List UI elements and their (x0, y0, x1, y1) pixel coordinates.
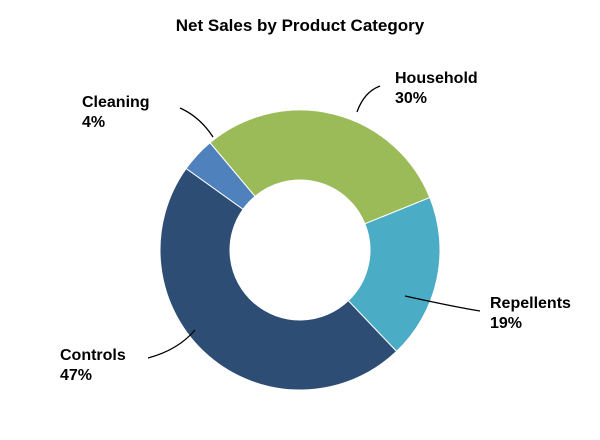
leader-line-cleaning (179, 107, 214, 138)
chart-title: Net Sales by Product Category (175, 16, 425, 35)
category-name-household: Household (395, 70, 478, 87)
slice-label-cleaning: Cleaning 4% (82, 94, 150, 131)
category-percent-cleaning: 4% (82, 114, 105, 131)
leader-line-household (356, 85, 381, 113)
leader-line-repellents (404, 295, 481, 312)
slice-label-repellents: Repellents 19% (490, 295, 571, 332)
slice-household (209, 109, 431, 225)
category-name-repellents: Repellents (490, 295, 571, 312)
category-name-cleaning: Cleaning (82, 94, 150, 111)
category-name-controls: Controls (60, 347, 126, 364)
leader-line-controls (147, 329, 196, 359)
slice-label-controls: Controls 47% (60, 347, 126, 384)
slice-controls (159, 167, 398, 391)
slice-cleaning (185, 142, 256, 210)
category-percent-controls: 47% (60, 367, 92, 384)
category-percent-household: 30% (395, 90, 427, 107)
slice-repellents (347, 196, 441, 353)
category-percent-repellents: 19% (490, 315, 522, 332)
slice-label-household: Household 30% (395, 70, 478, 107)
